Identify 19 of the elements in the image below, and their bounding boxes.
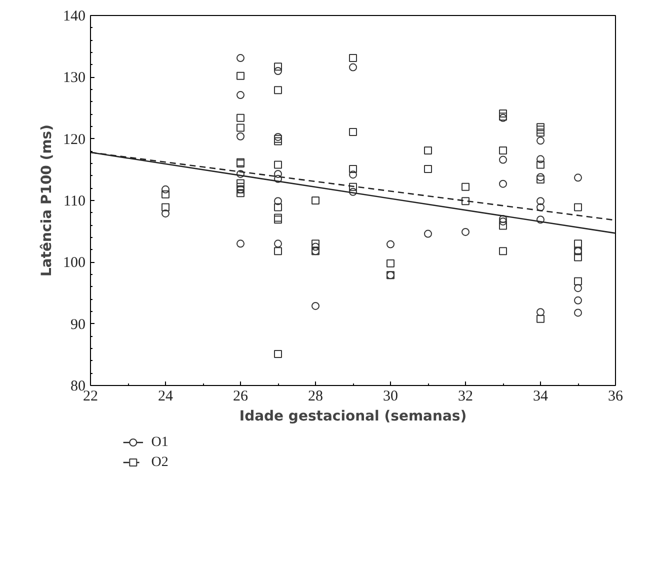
y-tick-label: 100: [63, 255, 86, 272]
x-tick-label: 32: [458, 388, 473, 404]
y-tick-label: 80: [70, 378, 86, 394]
x-tick-label: 22: [83, 388, 98, 404]
y-tick-label: 90: [70, 316, 86, 333]
x-tick-label: 28: [308, 388, 323, 404]
x-tick-label: 34: [533, 388, 548, 404]
y-tick-label: 120: [63, 132, 86, 148]
x-tick-label: 26: [233, 388, 248, 404]
y-tick-label: 130: [63, 70, 86, 86]
x-tick-label: 30: [383, 388, 398, 404]
x-tick-label: 36: [608, 388, 624, 404]
x-axis-title: Idade gestacional (semanas): [239, 408, 467, 424]
y-axis-title: Latência P100 (ms): [39, 124, 55, 277]
x-tick-label: 24: [158, 388, 174, 404]
y-tick-label: 140: [63, 8, 86, 24]
legend-label: O2: [151, 455, 168, 470]
legend-label: O1: [151, 435, 168, 450]
y-tick-label: 110: [64, 194, 86, 210]
